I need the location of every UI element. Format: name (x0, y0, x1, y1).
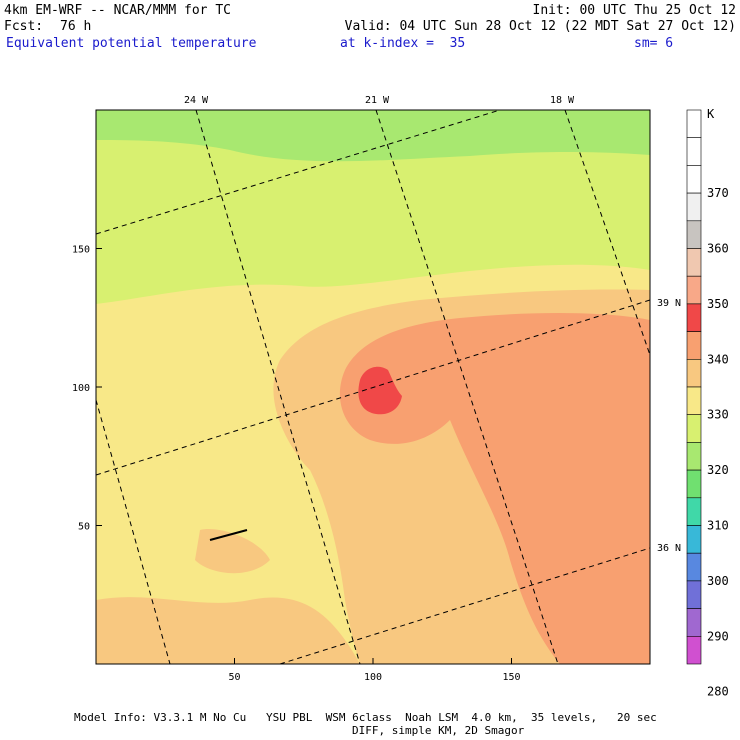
lon-label-24w: 24 W (184, 95, 209, 106)
lat-label-39n: 39 N (657, 298, 681, 309)
colorbar-label: 300 (707, 574, 729, 588)
latlon-grid (96, 110, 650, 664)
level-info: at k-index = 35 (340, 36, 466, 51)
lon-label-21w: 21 W (365, 95, 390, 106)
model-info-line2: DIFF, simple KM, 2D Smagor (352, 724, 525, 737)
y-tick-label: 50 (78, 522, 90, 533)
init-time: Init: 00 UTC Thu 25 Oct 12 (532, 3, 737, 18)
colorbar-swatch (686, 192, 702, 222)
colorbar: 370 360 350 340 330 320 310 300 290 280 (686, 109, 729, 699)
parallel-north (96, 110, 501, 235)
colorbar-swatch (686, 635, 702, 665)
colorbar-swatch (686, 331, 702, 360)
colorbar-label: 280 (707, 685, 729, 699)
band-330-blob (195, 529, 270, 574)
colorbar-label: 340 (707, 352, 729, 366)
smoothing-info: sm= 6 (634, 36, 674, 51)
x-tick-label: 100 (364, 672, 382, 683)
x-tick-label: 150 (502, 672, 520, 683)
colorbar-unit: K (707, 107, 715, 121)
band-350-core (358, 366, 402, 415)
lat-label-36n: 36 N (657, 543, 681, 554)
colorbar-label: 310 (707, 519, 729, 533)
parallel-36n (279, 547, 650, 664)
colorbar-swatch (686, 552, 702, 582)
y-tick-label: 100 (72, 383, 90, 394)
forecast-label: Fcst: (4, 19, 44, 34)
field-name: Equivalent potential temperature (6, 36, 257, 51)
wind-streak (209, 529, 248, 541)
colorbar-swatch (686, 580, 702, 609)
colorbar-swatch (686, 608, 702, 637)
meridian-24w (195, 110, 361, 664)
colorbar-swatch (686, 469, 702, 499)
colorbar-label: 360 (707, 242, 729, 256)
meridian-18w (564, 110, 650, 356)
model-title: 4km EM-WRF -- NCAR/MMM for TC (4, 3, 231, 18)
forecast-hour: 76 h (60, 19, 92, 34)
band-330-sw (96, 597, 360, 664)
colorbar-swatch (686, 414, 702, 443)
theta-e-map: 24 W 21 W 18 W 39 N 36 N 50 100 150 50 100 1… (72, 95, 729, 699)
colorbar-label: 350 (707, 297, 729, 311)
colorbar-label: 320 (707, 463, 729, 477)
meridian-21w (375, 110, 559, 664)
y-tick-label: 150 (72, 245, 90, 256)
colorbar-label: 290 (707, 629, 729, 643)
colorbar-swatch (686, 275, 702, 305)
colorbar-label: 330 (707, 408, 729, 422)
lon-label-18w: 18 W (550, 95, 575, 106)
colorbar-swatch (686, 386, 702, 416)
colorbar-swatch (686, 525, 702, 554)
meridian-west (96, 399, 171, 664)
model-info-line1: Model Info: V3.3.1 M No Cu YSU PBL WSM 6… (74, 711, 657, 724)
x-tick-label: 50 (228, 672, 240, 683)
colorbar-swatch (686, 303, 702, 332)
colorbar-swatch (686, 442, 702, 471)
colorbar-swatch (686, 109, 702, 139)
colorbar-swatch (686, 497, 702, 526)
colorbar-swatch (686, 137, 702, 166)
colorbar-swatch (686, 248, 702, 277)
y-axis-ticks: 50 100 150 (72, 245, 102, 533)
colorbar-swatch (686, 358, 702, 388)
contour-field (96, 110, 650, 664)
band-340 (339, 313, 650, 664)
colorbar-swatch (686, 165, 702, 194)
parallel-39n (96, 299, 650, 476)
valid-time: Valid: 04 UTC Sun 28 Oct 12 (22 MDT Sat … (344, 19, 736, 34)
x-axis-ticks: 50 100 150 (228, 658, 521, 683)
band-310 (96, 110, 650, 304)
colorbar-swatch (686, 220, 702, 249)
colorbar-label: 370 (707, 186, 729, 200)
band-300 (96, 110, 650, 162)
